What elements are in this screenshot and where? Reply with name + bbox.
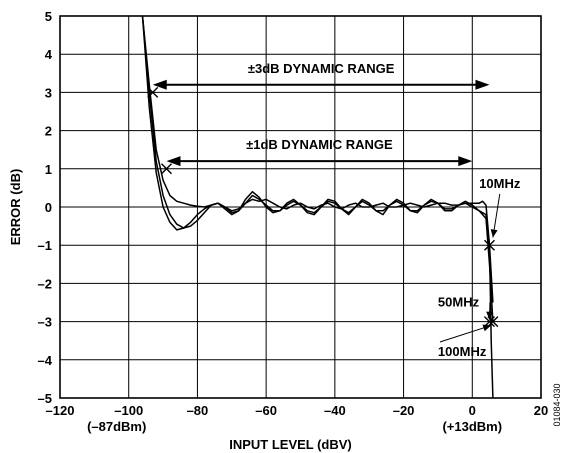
- leader-100mhz: [439, 324, 492, 343]
- cross-stroke: [483, 239, 495, 251]
- range-3db-label: ±3dB DYNAMIC RANGE: [248, 61, 395, 76]
- range-1db-arrow-left: [166, 156, 181, 167]
- y-axis-label: ERROR (dB): [8, 169, 23, 246]
- tick-labels: –120 –100 –80 –60 –40 –20 0 20 5 4 3 2 1 0 –1 –2 –3 –4 –5 (…: [38, 9, 549, 434]
- leader-arrow-50mhz: [486, 311, 494, 320]
- x-tick-label: –20: [393, 403, 415, 418]
- cross-marker: [483, 239, 495, 251]
- series-group: [141, 16, 494, 398]
- x-tick-label: –80: [187, 403, 209, 418]
- range-1db-arrow-right: [458, 156, 473, 167]
- x-sublabel: (–87dBm): [87, 419, 146, 434]
- grid: [59, 15, 542, 399]
- y-tick-label: –1: [38, 238, 52, 253]
- y-tick-label: 3: [45, 85, 52, 100]
- annotations: ±3dB DYNAMIC RANGE ±1dB DYNAMIC RANGE 10MH…: [152, 61, 521, 359]
- y-tick-label: 0: [45, 200, 52, 215]
- x-tick-label: –100: [114, 403, 143, 418]
- cross-marker: [161, 163, 173, 175]
- cross-marker: [487, 316, 499, 328]
- x-tick-label: –120: [46, 403, 75, 418]
- markers: [147, 86, 499, 328]
- series-label-50mhz: 50MHz: [438, 294, 480, 309]
- cross-marker: [483, 316, 495, 328]
- series-line-100mhz: [141, 16, 494, 398]
- series-line-10mhz: [141, 16, 494, 303]
- plot-frame: [59, 15, 542, 399]
- x-tick-label: –60: [255, 403, 277, 418]
- range-1db-label: ±1dB DYNAMIC RANGE: [246, 137, 393, 152]
- y-tick-label: 4: [45, 47, 53, 62]
- y-tick-label: 5: [45, 9, 52, 24]
- y-tick-label: –3: [38, 315, 52, 330]
- y-tick-label: –2: [38, 276, 52, 291]
- range-3db-arrow-left: [152, 79, 167, 90]
- y-tick-label: –5: [38, 391, 52, 406]
- y-tick-label: 1: [45, 162, 52, 177]
- y-tick-label: 2: [45, 124, 52, 139]
- cross-stroke: [161, 163, 173, 175]
- x-tick-label: 0: [469, 403, 476, 418]
- x-tick-label: 20: [534, 403, 548, 418]
- x-sublabel: (+13dBm): [442, 419, 502, 434]
- x-tick-label: –40: [324, 403, 346, 418]
- cross-stroke: [483, 316, 495, 328]
- cross-stroke: [487, 316, 499, 328]
- range-3db-arrow-right: [475, 79, 490, 90]
- leader-arrow-10mhz: [490, 229, 498, 238]
- cross-stroke: [147, 86, 159, 98]
- x-axis-label: INPUT LEVEL (dBV): [229, 437, 352, 452]
- series-label-100mhz: 100MHz: [438, 344, 487, 359]
- series-label-10mhz: 10MHz: [479, 176, 521, 191]
- figure-id: 01084-030: [552, 383, 562, 426]
- y-tick-label: –4: [38, 353, 53, 368]
- cross-marker: [147, 86, 159, 98]
